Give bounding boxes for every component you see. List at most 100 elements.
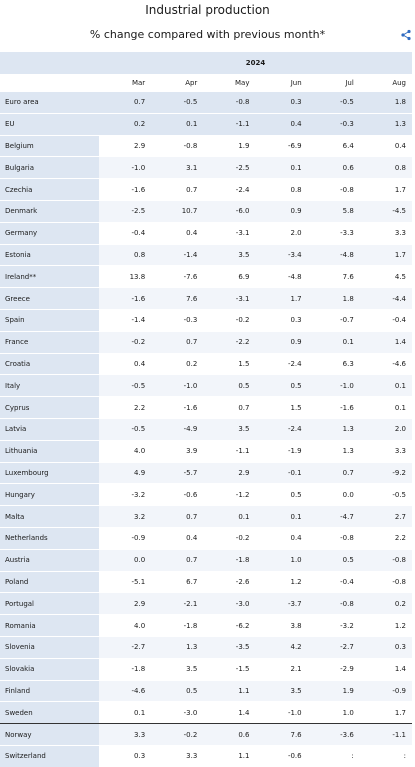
- value-cell: -0.9: [99, 526, 152, 550]
- table-row: Lithuania 4.0 3.9 -1.1 -1.9 1.3 3.3: [0, 439, 412, 463]
- value-cell: -9.2: [359, 461, 412, 484]
- row-label: Bulgaria: [0, 156, 99, 179]
- table-row: Finland -4.6 0.5 1.1 3.5 1.9 -0.9: [0, 679, 412, 702]
- table-row: Euro area 0.7 -0.5 -0.8 0.3 -0.5 1.8: [0, 91, 412, 114]
- row-label: Norway: [0, 723, 99, 746]
- value-cell: -1.5: [203, 657, 256, 681]
- table-row: Ireland** 13.8 -7.6 6.9 -4.8 7.6 4.5: [0, 265, 412, 288]
- table-row: Switzerland 0.3 3.3 1.1 -0.6::: [0, 744, 412, 767]
- value-cell: 10.7: [151, 199, 204, 223]
- value-cell: -2.4: [255, 417, 308, 441]
- table-row: Sweden 0.1 -3.0 1.4 -1.0 1.0 1.7: [0, 701, 412, 724]
- value-cell: 3.5: [255, 679, 308, 702]
- value-cell: 0.1: [307, 330, 360, 354]
- row-label: Switzerland: [0, 744, 99, 767]
- row-label: Romania: [0, 614, 99, 637]
- value-cell: -0.2: [99, 330, 152, 354]
- value-cell: -0.8: [359, 548, 412, 572]
- table-row: France -0.2 0.7 -2.2 0.9 0.1 1.4: [0, 330, 412, 354]
- table-row: Romania 4.0 -1.8 -6.2 3.8 -3.2 1.2: [0, 614, 412, 637]
- value-cell: -1.1: [203, 439, 256, 463]
- value-cell: 3.3: [359, 439, 412, 463]
- value-cell: 1.4: [359, 657, 412, 681]
- value-cell: -0.7: [307, 308, 360, 332]
- value-cell: 1.3: [307, 439, 360, 463]
- table-row: Greece -1.6 7.6 -3.1 1.7 1.8 -4.4: [0, 287, 412, 310]
- table-row: EU 0.2 0.1 -1.1 0.4 -0.3 1.3: [0, 112, 412, 136]
- value-cell: 0.4: [99, 352, 152, 375]
- value-cell: -2.5: [99, 199, 152, 223]
- value-cell: -0.5: [359, 483, 412, 506]
- value-cell: 5.8: [307, 199, 360, 223]
- value-cell: -2.9: [307, 657, 360, 681]
- value-cell: 0.2: [99, 112, 152, 136]
- value-cell: -1.1: [359, 723, 412, 746]
- value-cell: 7.6: [151, 287, 204, 310]
- value-cell: -7.6: [151, 265, 204, 288]
- value-cell: -0.2: [203, 526, 256, 550]
- value-cell: -0.4: [307, 570, 360, 593]
- row-label: Czechia: [0, 178, 99, 201]
- value-cell: 0.9: [255, 330, 308, 354]
- value-cell: -1.6: [99, 287, 152, 310]
- page-subtitle: % change compared with previous month*: [89, 28, 326, 41]
- table-row: Cyprus 2.2 -1.6 0.7 1.5 -1.6 0.1: [0, 396, 412, 419]
- value-cell: -0.9: [359, 679, 412, 702]
- year-header: 2024: [99, 52, 412, 74]
- share-icon[interactable]: [400, 26, 412, 41]
- value-cell: 4.5: [359, 265, 412, 288]
- value-cell: 0.1: [203, 505, 256, 528]
- row-label: Spain: [0, 308, 99, 332]
- value-cell: 0.9: [255, 199, 308, 223]
- value-cell: 1.7: [255, 287, 308, 310]
- value-cell: :: [307, 744, 360, 767]
- month-header: May: [234, 78, 250, 87]
- value-cell: -0.3: [151, 308, 204, 332]
- value-cell: -1.0: [99, 156, 152, 179]
- month-header: Apr: [185, 78, 198, 87]
- value-cell: 1.1: [203, 679, 256, 702]
- value-cell: 0.5: [203, 374, 256, 397]
- table-row: Germany -0.4 0.4 -3.1 2.0 -3.3 3.3: [0, 221, 412, 245]
- table-row: Slovakia -1.8 3.5 -1.5 2.1 -2.9 1.4: [0, 657, 412, 681]
- value-cell: -2.5: [203, 156, 256, 179]
- value-cell: 3.3: [99, 723, 152, 746]
- value-cell: 0.3: [99, 744, 152, 767]
- value-cell: 0.8: [99, 243, 152, 266]
- table-row: Estonia 0.8 -1.4 3.5 -3.4 -4.8 1.7: [0, 243, 412, 266]
- value-cell: 0.7: [151, 330, 204, 354]
- value-cell: 0.7: [203, 396, 256, 419]
- table-row: Slovenia -2.7 1.3 -3.5 4.2 -2.7 0.3: [0, 635, 412, 659]
- month-header-row: Mar Apr May Jun Jul Aug: [0, 74, 412, 92]
- value-cell: -2.7: [307, 635, 360, 659]
- row-label: Latvia: [0, 417, 99, 441]
- value-cell: 0.7: [151, 178, 204, 201]
- row-label: Denmark: [0, 199, 99, 223]
- row-label: Portugal: [0, 592, 99, 615]
- value-cell: 0.0: [99, 548, 152, 572]
- table-row: Austria 0.0 0.7 -1.8 1.0 0.5 -0.8: [0, 548, 412, 572]
- value-cell: -0.3: [307, 112, 360, 136]
- value-cell: 2.0: [255, 221, 308, 245]
- table-row: Hungary -3.2 -0.6 -1.2 0.5 0.0 -0.5: [0, 483, 412, 506]
- row-label: Austria: [0, 548, 99, 572]
- value-cell: 6.7: [151, 570, 204, 593]
- value-cell: -4.8: [255, 265, 308, 288]
- month-header: Aug: [392, 78, 406, 87]
- value-cell: 4.0: [99, 614, 152, 637]
- table-row: Latvia -0.5 -4.9 3.5 -2.4 1.3 2.0: [0, 417, 412, 441]
- value-cell: 1.8: [359, 91, 412, 114]
- value-cell: 0.7: [151, 505, 204, 528]
- value-cell: 0.7: [151, 548, 204, 572]
- value-cell: -2.4: [203, 178, 256, 201]
- value-cell: 1.7: [359, 701, 412, 724]
- value-cell: -3.2: [307, 614, 360, 637]
- value-cell: 1.5: [255, 396, 308, 419]
- value-cell: 1.1: [203, 744, 256, 767]
- value-cell: -0.4: [99, 221, 152, 245]
- row-label: Germany: [0, 221, 99, 245]
- value-cell: -0.8: [151, 134, 204, 157]
- row-label: Cyprus: [0, 396, 99, 419]
- value-cell: -4.5: [359, 199, 412, 223]
- year-header-row: 2024: [0, 52, 412, 74]
